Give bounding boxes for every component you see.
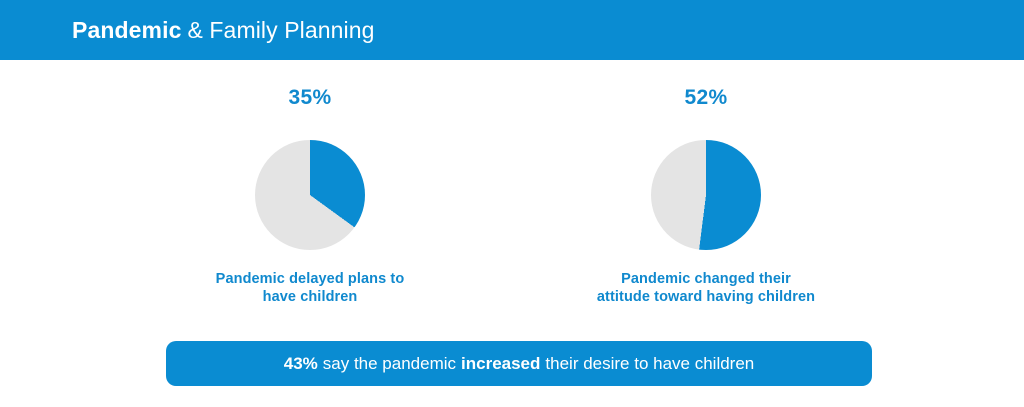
stat-percent-label: 35% — [288, 86, 332, 109]
stats-row: 35% Pandemic delayed plans to have child… — [0, 60, 1024, 320]
pie-slice-blue — [651, 140, 761, 250]
stat-percent-label: 52% — [684, 86, 728, 109]
banner-text-before: say the pandemic — [322, 353, 457, 373]
stat-block-delayed-plans: 35% Pandemic delayed plans to have child… — [112, 60, 508, 320]
stat-caption-line2: attitude toward having children — [596, 289, 816, 305]
stat-caption: Pandemic changed their attitude toward h… — [508, 270, 904, 306]
banner-text-after: their desire to have children — [545, 353, 755, 373]
stat-caption-line2: have children — [262, 289, 358, 305]
banner-emphasis: increased — [461, 353, 541, 373]
stat-caption-line1: Pandemic delayed plans to — [215, 271, 405, 287]
pie-slice-blue — [255, 140, 365, 250]
page-title-strong: Pandemic — [72, 16, 182, 43]
header-bar: Pandemic & Family Planning — [0, 0, 1024, 60]
pie-chart-delayed-plans — [255, 140, 365, 250]
summary-banner: 43% say the pandemic increased their des… — [166, 341, 872, 386]
pie-chart-changed-attitude — [651, 140, 761, 250]
page-title: Pandemic & Family Planning — [72, 0, 375, 60]
stat-caption: Pandemic delayed plans to have children — [112, 270, 508, 306]
stat-block-changed-attitude: 52% Pandemic changed their attitude towa… — [508, 60, 904, 320]
stat-caption-line1: Pandemic changed their — [621, 271, 791, 287]
page-title-light: & Family Planning — [187, 16, 375, 43]
banner-stat: 43% — [283, 353, 318, 373]
